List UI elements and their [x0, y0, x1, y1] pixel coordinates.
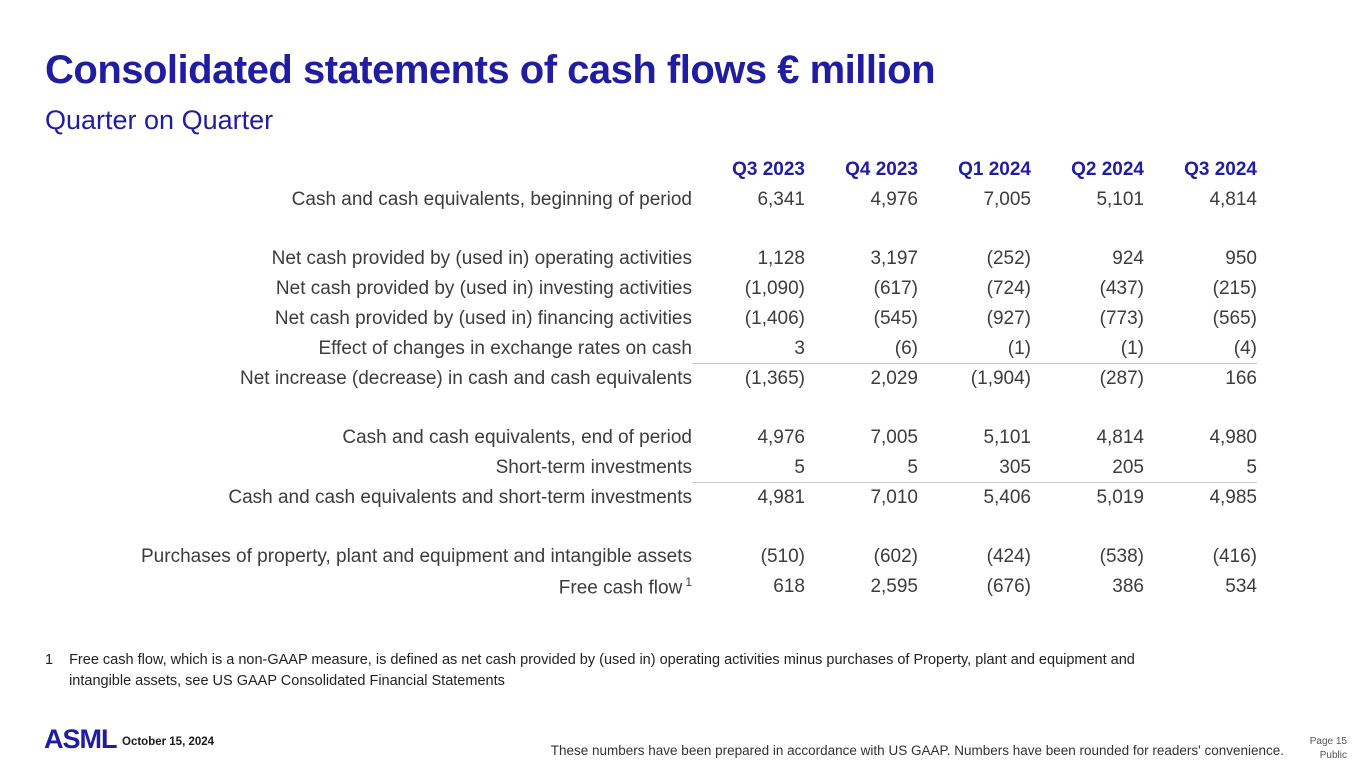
cell-value: 4,814 [1096, 427, 1144, 448]
row-label: Net cash provided by (used in) operating… [271, 248, 692, 269]
page-title: Consolidated statements of cash flows € … [45, 48, 936, 92]
row-label: Cash and cash equivalents and short-term… [228, 487, 692, 508]
cell-value: (545) [873, 308, 918, 329]
row-label: Net increase (decrease) in cash and cash… [239, 368, 692, 389]
row-label: Short-term investments [495, 457, 692, 478]
cell-value: (1,090) [744, 278, 805, 299]
cell-value: (676) [986, 576, 1031, 597]
classification-label: Public [1319, 750, 1347, 761]
cell-value: 205 [1112, 456, 1144, 478]
cell-value: (1,365) [744, 368, 805, 389]
table-header-row: Q3 2023 Q4 2023 Q1 2024 Q2 2024 Q3 2024 [80, 155, 1257, 185]
cell-value: 3,197 [870, 248, 918, 269]
asml-logo: ASML [44, 724, 117, 754]
cell-value: 950 [1225, 248, 1257, 269]
cell-value: 2,595 [870, 576, 918, 597]
cell-value: 7,005 [983, 189, 1031, 210]
cell-value: 4,976 [870, 189, 918, 210]
cell-value: 3 [794, 337, 805, 359]
cell-value: (927) [986, 308, 1031, 329]
cell-value: (773) [1099, 308, 1144, 329]
cell-value: 166 [1225, 368, 1257, 389]
cell-value: (287) [1099, 368, 1144, 389]
cell-value: 4,981 [757, 487, 805, 508]
cash-flow-table: Q3 2023 Q4 2023 Q1 2024 Q2 2024 Q3 2024 … [80, 155, 1257, 602]
footer-disclaimer: These numbers have been prepared in acco… [550, 743, 1284, 758]
cell-value: (1) [1007, 337, 1031, 359]
page-number: Page 15 [1309, 736, 1347, 747]
cell-value: 7,010 [870, 487, 918, 508]
cell-value: 4,985 [1209, 487, 1257, 508]
footnote: 1 Free cash flow, which is a non-GAAP me… [45, 650, 1195, 692]
cell-value: 5 [794, 456, 805, 478]
cell-value: 618 [773, 576, 805, 597]
cell-value: 7,005 [870, 427, 918, 448]
table-row-purchases-ppe: Purchases of property, plant and equipme… [80, 542, 1257, 572]
cell-value: 6,341 [757, 189, 805, 210]
cell-value: 5 [1246, 456, 1257, 478]
row-label: Free cash flow 1 [558, 574, 692, 599]
column-header: Q1 2024 [958, 159, 1031, 180]
cell-value: (416) [1212, 546, 1257, 567]
footnote-marker: 1 [45, 652, 54, 668]
row-label: Net cash provided by (used in) investing… [275, 278, 692, 299]
cell-value: 4,976 [757, 427, 805, 448]
column-header: Q2 2024 [1071, 159, 1144, 180]
table-row-free-cash-flow: Free cash flow 1 618 2,595 (676) 386 534 [80, 572, 1257, 602]
row-label: Effect of changes in exchange rates on c… [318, 338, 692, 359]
cell-value: (4) [1233, 337, 1257, 359]
row-label: Net cash provided by (used in) financing… [274, 308, 692, 329]
footnote-text: Free cash flow, which is a non-GAAP meas… [69, 652, 1135, 689]
cell-value: 4,980 [1209, 427, 1257, 448]
cell-value: 5 [907, 456, 918, 478]
cell-value: 305 [999, 456, 1031, 478]
cell-value: 5,101 [983, 427, 1031, 448]
cell-value: (437) [1099, 278, 1144, 299]
cell-value: 924 [1112, 248, 1144, 269]
cell-value: 2,029 [870, 368, 918, 389]
cell-value: (1) [1120, 337, 1144, 359]
cell-value: (6) [894, 337, 918, 359]
column-header: Q3 2023 [732, 159, 805, 180]
row-label: Purchases of property, plant and equipme… [141, 546, 692, 567]
column-header: Q4 2023 [845, 159, 918, 180]
table-row-end-of-period: Cash and cash equivalents, end of period… [80, 423, 1257, 453]
table-row-operating-activities: Net cash provided by (used in) operating… [80, 244, 1257, 274]
cell-value: (252) [986, 248, 1031, 269]
cell-value: (724) [986, 278, 1031, 299]
table-row-net-increase-decrease: Net increase (decrease) in cash and cash… [80, 364, 1257, 394]
cell-value: (215) [1212, 278, 1257, 299]
cell-value: 534 [1225, 576, 1257, 597]
table-row-cash-and-short-term: Cash and cash equivalents and short-term… [80, 483, 1257, 513]
cell-value: (424) [986, 546, 1031, 567]
cell-value: (617) [873, 278, 918, 299]
cell-value: 5,101 [1096, 189, 1144, 210]
cell-value: 386 [1112, 576, 1144, 597]
cell-value: (538) [1099, 546, 1144, 567]
page-info: Page 15 Public [1310, 735, 1347, 763]
cell-value: 4,814 [1209, 189, 1257, 210]
cell-value: 1,128 [757, 248, 805, 269]
cell-value: 5,019 [1096, 487, 1144, 508]
cell-value: (1,406) [744, 308, 805, 329]
table-row-investing-activities: Net cash provided by (used in) investing… [80, 274, 1257, 304]
page-subtitle: Quarter on Quarter [45, 105, 274, 135]
column-header: Q3 2024 [1184, 159, 1257, 180]
footnote-reference: 1 [685, 574, 692, 589]
table-row-short-term-investments: Short-term investments 5 5 305 205 5 [80, 453, 1257, 483]
footer-date: October 15, 2024 [122, 736, 215, 748]
cell-value: 5,406 [983, 487, 1031, 508]
row-label: Cash and cash equivalents, end of period [342, 427, 692, 448]
cell-value: (565) [1212, 308, 1257, 329]
cell-value: (602) [873, 546, 918, 567]
table-row-financing-activities: Net cash provided by (used in) financing… [80, 304, 1257, 334]
table-row-exchange-rates: Effect of changes in exchange rates on c… [80, 334, 1257, 364]
cell-value: (1,904) [970, 368, 1031, 389]
cell-value: (510) [760, 546, 805, 567]
table-row-beginning-of-period: Cash and cash equivalents, beginning of … [80, 185, 1257, 215]
row-label: Cash and cash equivalents, beginning of … [291, 189, 692, 210]
